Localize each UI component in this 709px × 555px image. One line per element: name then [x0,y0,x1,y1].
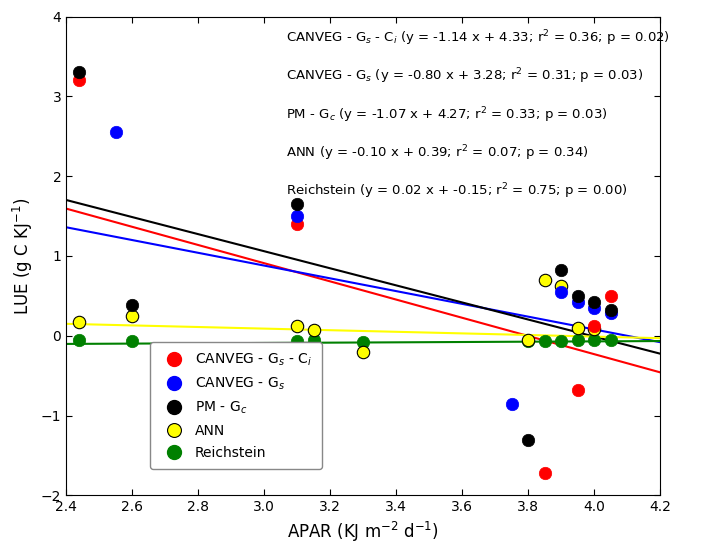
Point [539,275,550,284]
Point [539,468,550,477]
Point [555,287,566,296]
Text: CANVEG - G$_s$ - C$_i$ (y = -1.14 x + 4.33; r$^2$ = 0.36; p = 0.02): CANVEG - G$_s$ - C$_i$ (y = -1.14 x + 4.… [286,28,670,48]
Point [291,322,303,331]
Point [555,337,566,346]
Point [572,291,584,300]
Point [572,298,584,307]
Y-axis label: LUE (g C KJ$^{-1}$): LUE (g C KJ$^{-1}$) [11,198,35,315]
Point [74,67,85,76]
Point [506,399,518,408]
Point [523,435,534,444]
Point [126,301,138,310]
Point [110,128,121,137]
Point [74,335,85,344]
Legend: CANVEG - G$_s$ - C$_i$, CANVEG - G$_s$, PM - G$_c$, ANN, Reichstein: CANVEG - G$_s$ - C$_i$, CANVEG - G$_s$, … [150,342,321,470]
Point [555,266,566,275]
Point [523,335,534,344]
Point [539,337,550,346]
Point [605,335,616,344]
Text: Reichstein (y = 0.02 x + -0.15; r$^2$ = 0.75; p = 0.00): Reichstein (y = 0.02 x + -0.15; r$^2$ = … [286,182,627,201]
Point [126,311,138,320]
Point [605,309,616,318]
Point [126,337,138,346]
Point [291,337,303,346]
Point [588,298,600,307]
Point [291,211,303,220]
Text: ANN (y = -0.10 x + 0.39; r$^2$ = 0.07; p = 0.34): ANN (y = -0.10 x + 0.39; r$^2$ = 0.07; p… [286,144,588,163]
Point [291,200,303,209]
Text: PM - G$_c$ (y = -1.07 x + 4.27; r$^2$ = 0.33; p = 0.03): PM - G$_c$ (y = -1.07 x + 4.27; r$^2$ = … [286,105,608,125]
Point [74,318,85,327]
Point [588,304,600,312]
Point [291,220,303,229]
Point [572,386,584,395]
Point [357,338,369,347]
Point [572,324,584,332]
Point [588,335,600,344]
Point [357,347,369,356]
X-axis label: APAR (KJ m$^{-2}$ d$^{-1}$): APAR (KJ m$^{-2}$ d$^{-1}$) [287,520,439,544]
Point [308,326,319,335]
Point [523,337,534,346]
Point [555,282,566,291]
Point [572,335,584,344]
Point [74,76,85,85]
Point [588,322,600,331]
Point [605,291,616,300]
Point [588,325,600,334]
Point [308,335,319,344]
Text: CANVEG - G$_s$ (y = -0.80 x + 3.28; r$^2$ = 0.31; p = 0.03): CANVEG - G$_s$ (y = -0.80 x + 3.28; r$^2… [286,67,643,87]
Point [605,306,616,315]
